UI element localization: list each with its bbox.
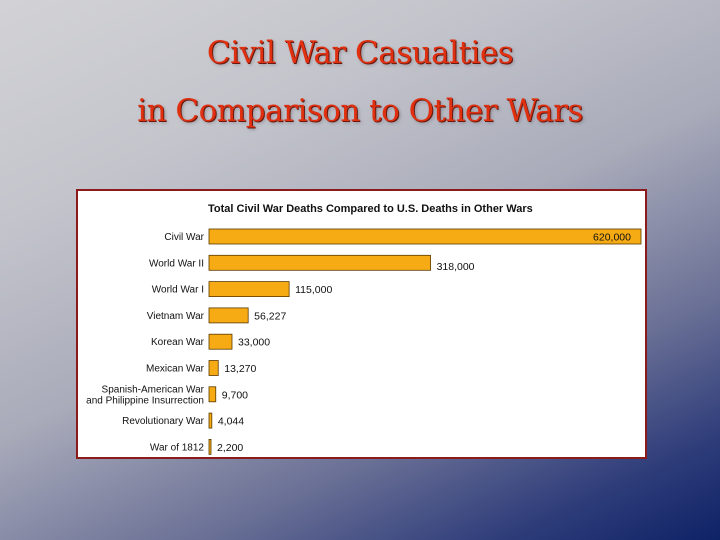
chart-title: Total Civil War Deaths Compared to U.S. … xyxy=(208,203,533,215)
category-label: Mexican War xyxy=(146,364,205,375)
category-label: Revolutionary War xyxy=(122,416,205,427)
category-label: World War II xyxy=(149,258,204,269)
category-label: Civil War xyxy=(164,232,204,243)
chart-panel: Total Civil War Deaths Compared to U.S. … xyxy=(76,189,647,459)
slide-title-line-1: Civil War Casualties xyxy=(206,35,514,71)
category-label: War of 1812 xyxy=(150,442,205,453)
bar xyxy=(208,254,431,271)
value-label: 115,000 xyxy=(295,284,332,296)
bar xyxy=(208,412,213,429)
bar xyxy=(208,333,233,350)
value-label: 9,700 xyxy=(222,389,248,401)
value-label: 33,000 xyxy=(238,337,270,349)
category-label: Korean War xyxy=(151,337,205,348)
category-label: Vietnam War xyxy=(147,311,205,322)
bar xyxy=(208,386,217,403)
bar-chart: Total Civil War Deaths Compared to U.S. … xyxy=(86,203,642,455)
bar xyxy=(208,228,642,245)
value-label: 4,044 xyxy=(218,416,244,428)
value-label: 13,270 xyxy=(224,363,256,375)
category-label: Spanish-American War and Philippine Insur… xyxy=(86,384,205,406)
slide-title-line-2: in Comparison to Other Wars xyxy=(137,93,583,129)
value-label: 318,000 xyxy=(437,261,475,273)
value-label: 56,227 xyxy=(254,310,286,322)
bars-layer: Civil War 620,000 World War II 318,000 World… xyxy=(86,228,642,455)
bar xyxy=(208,281,290,297)
bar xyxy=(208,307,249,324)
bar xyxy=(208,360,219,376)
category-label: World War I xyxy=(152,285,204,296)
value-label: 2,200 xyxy=(217,442,243,454)
bar xyxy=(208,438,212,455)
value-label: 620,000 xyxy=(593,232,631,244)
